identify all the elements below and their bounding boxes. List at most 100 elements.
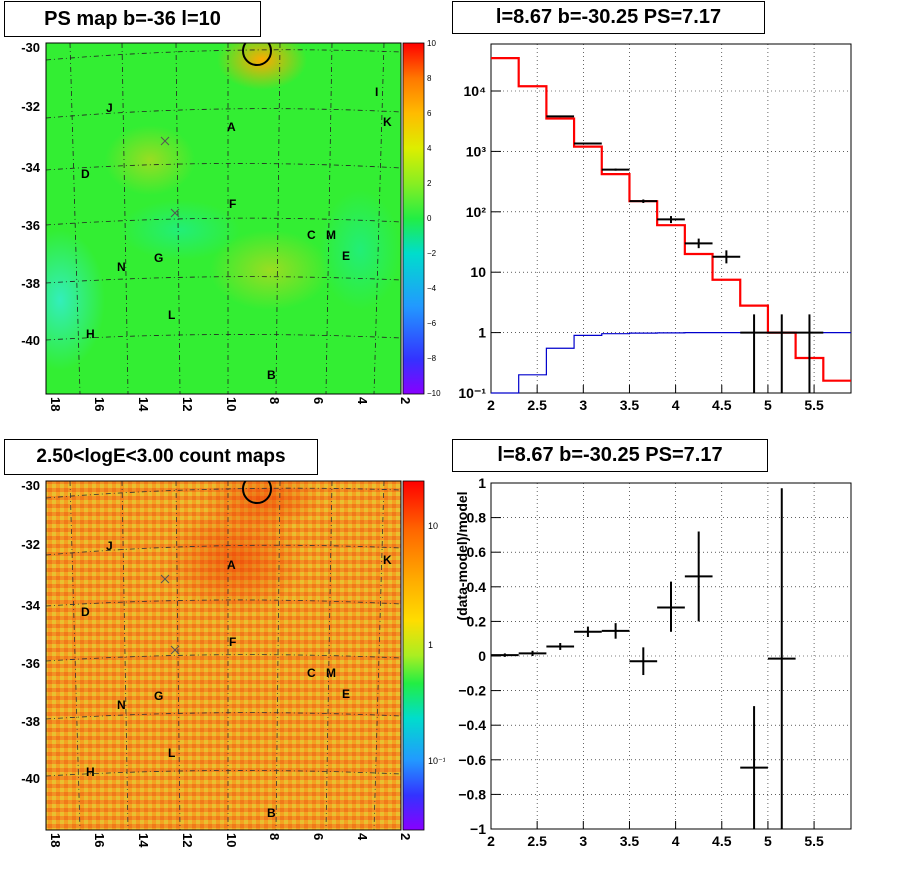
x-tick-label: 2.5 (527, 833, 547, 849)
source-label-G: G (154, 689, 163, 703)
source-label-K: K (383, 115, 392, 129)
colorbar-tick: 2 (427, 179, 432, 188)
source-label-C: C (307, 228, 316, 242)
source-label-L: L (168, 746, 175, 760)
source-label-K: K (383, 553, 392, 567)
source-label-J: J (106, 539, 113, 553)
residual-title: l=8.67 b=-30.25 PS=7.17 (452, 439, 768, 472)
colorbar-tick: 10⁻¹ (428, 756, 445, 766)
colorbar-bottom (402, 480, 425, 831)
y-tick-label: 0.4 (467, 579, 487, 595)
x-tick-label: 3 (579, 833, 587, 849)
colorbar-tick: 10 (428, 521, 438, 531)
x-tick-label: 3 (579, 397, 587, 413)
map-bottom-title: 2.50<logE<3.00 count maps (4, 439, 318, 475)
count-map-grid-lines (46, 481, 401, 830)
y-tick-label: 0.2 (467, 613, 487, 629)
map-grid-lines (46, 43, 401, 394)
cool-region (320, 190, 400, 310)
map-x-tick: 18 (48, 833, 63, 847)
map-y-tick: -30 (21, 478, 40, 493)
source-label-J: J (106, 101, 113, 115)
y-tick-label: −0.6 (458, 752, 486, 768)
y-tick-label: 0.6 (467, 544, 487, 560)
x-tick-label: 4 (672, 397, 680, 413)
target-circle (242, 481, 272, 504)
y-axis-label: (data-model)/model (454, 491, 470, 620)
colorbar-tick: −6 (427, 319, 437, 328)
spectrum-title: l=8.67 b=-30.25 PS=7.17 (452, 1, 765, 34)
y-tick-label: −0.4 (458, 717, 486, 733)
map-x-tick: 10 (224, 397, 239, 411)
colorbar-top (402, 42, 425, 395)
colorbar-tick: 8 (427, 74, 432, 83)
x-tick-label: 5.5 (804, 397, 824, 413)
source-label-N: N (117, 698, 126, 712)
y-tick-label: 10² (466, 204, 487, 220)
y-tick-label: −0.2 (458, 683, 486, 699)
map-y-tick: -32 (21, 537, 40, 552)
count-excess-region (165, 505, 305, 615)
map-y-tick: -34 (21, 160, 41, 175)
map-x-tick: 6 (311, 397, 326, 404)
map-x-tick: 10 (224, 833, 239, 847)
map-x-tick: 16 (92, 833, 107, 847)
y-tick-label: 1 (478, 325, 486, 341)
source-label-H: H (86, 765, 95, 779)
y-tick-label: 10³ (466, 143, 487, 159)
x-tick-label: 2 (487, 397, 495, 413)
source-markers (160, 136, 180, 218)
map-x-tick: 6 (311, 833, 326, 840)
map-y-tick: -30 (21, 40, 40, 55)
map-y-tick: -36 (21, 656, 40, 671)
source-label-F: F (229, 197, 236, 211)
colorbar-tick: −2 (427, 249, 437, 258)
map-y-tick: -34 (21, 598, 41, 613)
target-circle (242, 43, 272, 66)
hotspot-region (217, 43, 307, 90)
source-label-M: M (326, 666, 336, 680)
y-tick-label: 0.8 (467, 510, 487, 526)
x-tick-label: 4.5 (712, 833, 732, 849)
map-y-tick: -36 (21, 218, 40, 233)
map-y-tick: -38 (21, 276, 40, 291)
map-y-tick: -40 (21, 771, 40, 786)
y-tick-label: −1 (470, 821, 486, 837)
y-tick-label: 10 (470, 264, 486, 280)
map-x-tick: 18 (48, 397, 63, 411)
source-label-G: G (154, 251, 163, 265)
colorbar-tick: −8 (427, 354, 437, 363)
cold-region (46, 230, 105, 370)
map-x-tick: 4 (355, 833, 370, 841)
x-tick-label: 5 (764, 833, 772, 849)
colorbar-tick: 6 (427, 109, 432, 118)
count-excess-region (202, 481, 322, 530)
model-step-line (491, 332, 851, 394)
y-tick-label: 10⁴ (464, 83, 487, 99)
source-label-B: B (267, 806, 276, 820)
map-x-tick: 14 (136, 397, 151, 412)
source-label-E: E (342, 687, 350, 701)
map-x-tick: 12 (180, 397, 195, 411)
warm-region (210, 230, 330, 310)
source-label-E: E (342, 249, 350, 263)
map-y-tick: -32 (21, 99, 40, 114)
map-y-tick: -38 (21, 714, 40, 729)
source-label-I: I (375, 85, 378, 99)
map-x-tick: 14 (136, 833, 151, 848)
y-tick-label: −0.8 (458, 786, 486, 802)
x-tick-label: 2 (487, 833, 495, 849)
map-x-tick: 4 (355, 397, 370, 405)
map-x-tick: 2 (398, 397, 413, 404)
x-tick-label: 5 (764, 397, 772, 413)
x-tick-label: 5.5 (804, 833, 824, 849)
map-x-tick: 16 (92, 397, 107, 411)
source-label-F: F (229, 635, 236, 649)
map-y-tick: -40 (21, 333, 40, 348)
cool-region (120, 200, 240, 260)
map-x-tick: 8 (267, 833, 282, 840)
colorbar-tick: −10 (427, 389, 441, 398)
x-tick-label: 4 (672, 833, 680, 849)
colorbar-tick: 0 (427, 214, 432, 223)
x-tick-label: 2.5 (527, 397, 547, 413)
